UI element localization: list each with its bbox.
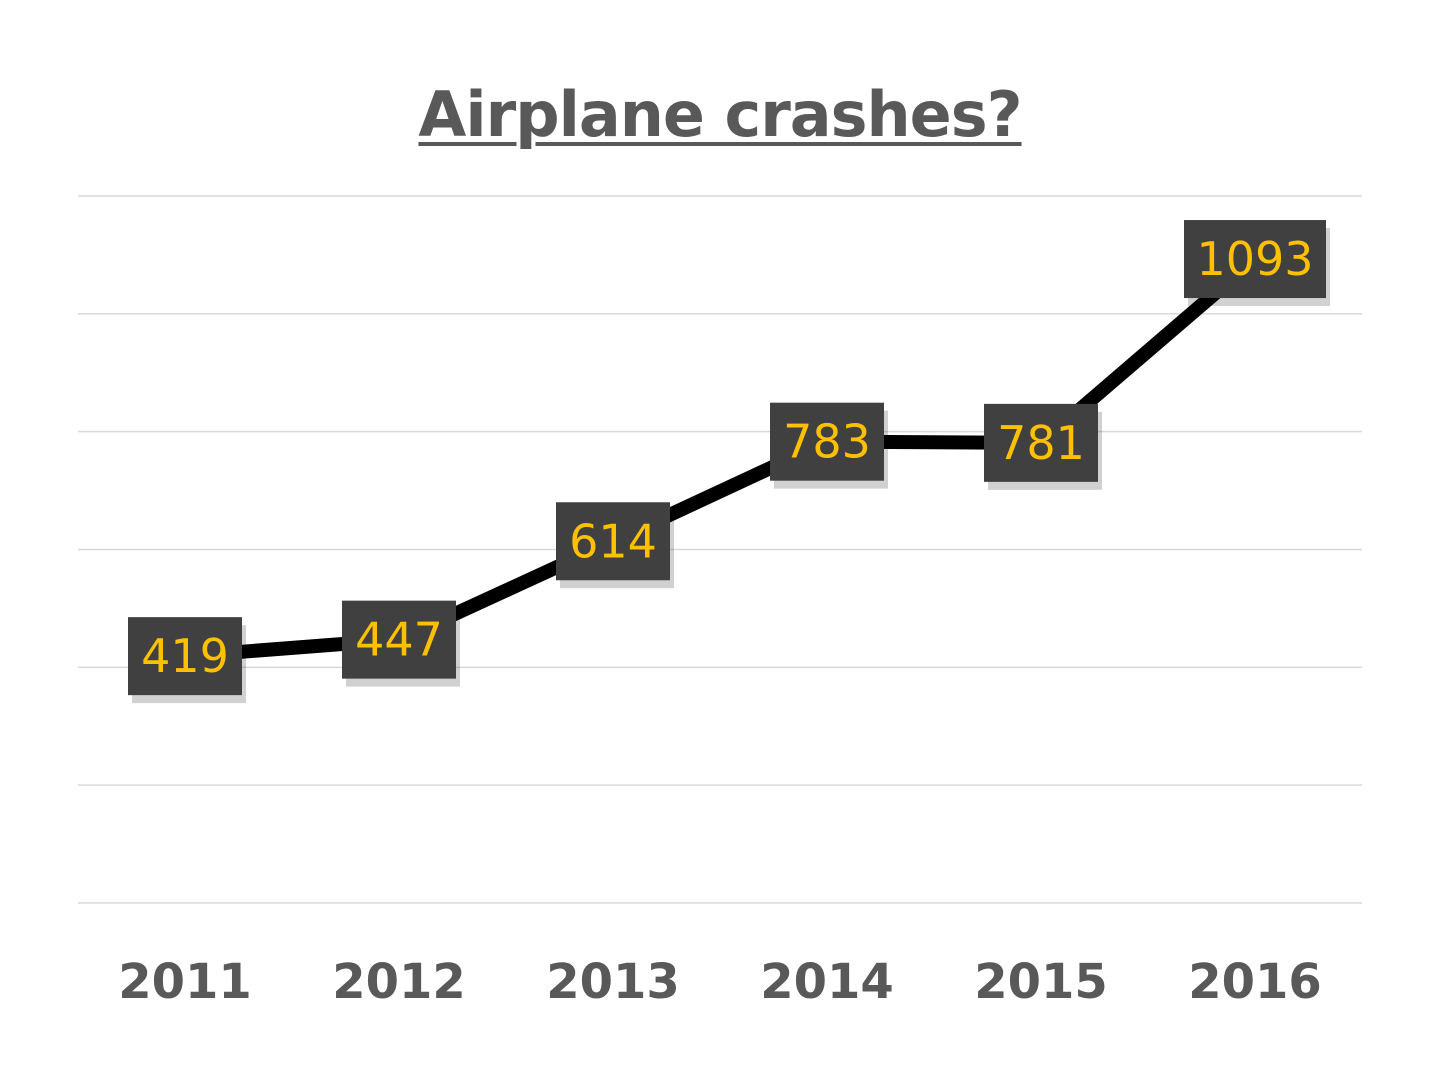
data-label: 447 [342, 600, 460, 687]
data-label: 419 [128, 617, 246, 704]
data-label-text: 447 [355, 613, 443, 667]
data-label-text: 419 [141, 629, 229, 683]
data-label-box [770, 402, 884, 481]
data-label: 781 [984, 403, 1102, 490]
x-tick-label: 2013 [546, 954, 680, 1010]
gridlines [78, 195, 1362, 904]
data-label-text: 1093 [1196, 232, 1313, 286]
x-tick-label: 2014 [760, 954, 894, 1010]
data-labels: 419 447 614 783 781 1093 [128, 220, 1330, 704]
data-label-box [984, 403, 1098, 482]
data-label: 783 [770, 402, 888, 489]
data-label-text: 614 [569, 514, 657, 568]
data-label-box [342, 600, 456, 679]
data-label: 614 [556, 502, 674, 589]
x-tick-label: 2011 [118, 954, 252, 1010]
data-label-box [1184, 220, 1326, 299]
x-tick-label: 2015 [974, 954, 1108, 1010]
x-axis-ticks: 2011 2012 2013 2014 2015 2016 [118, 954, 1322, 1010]
x-tick-label: 2012 [332, 954, 466, 1010]
data-label-text: 781 [997, 416, 1085, 470]
chart-title: Airplane crashes? [418, 78, 1022, 151]
data-label-text: 783 [783, 415, 871, 469]
x-tick-label: 2016 [1188, 954, 1322, 1010]
data-label: 1093 [1184, 220, 1330, 307]
data-label-box [556, 502, 670, 581]
data-label-box [128, 617, 242, 696]
